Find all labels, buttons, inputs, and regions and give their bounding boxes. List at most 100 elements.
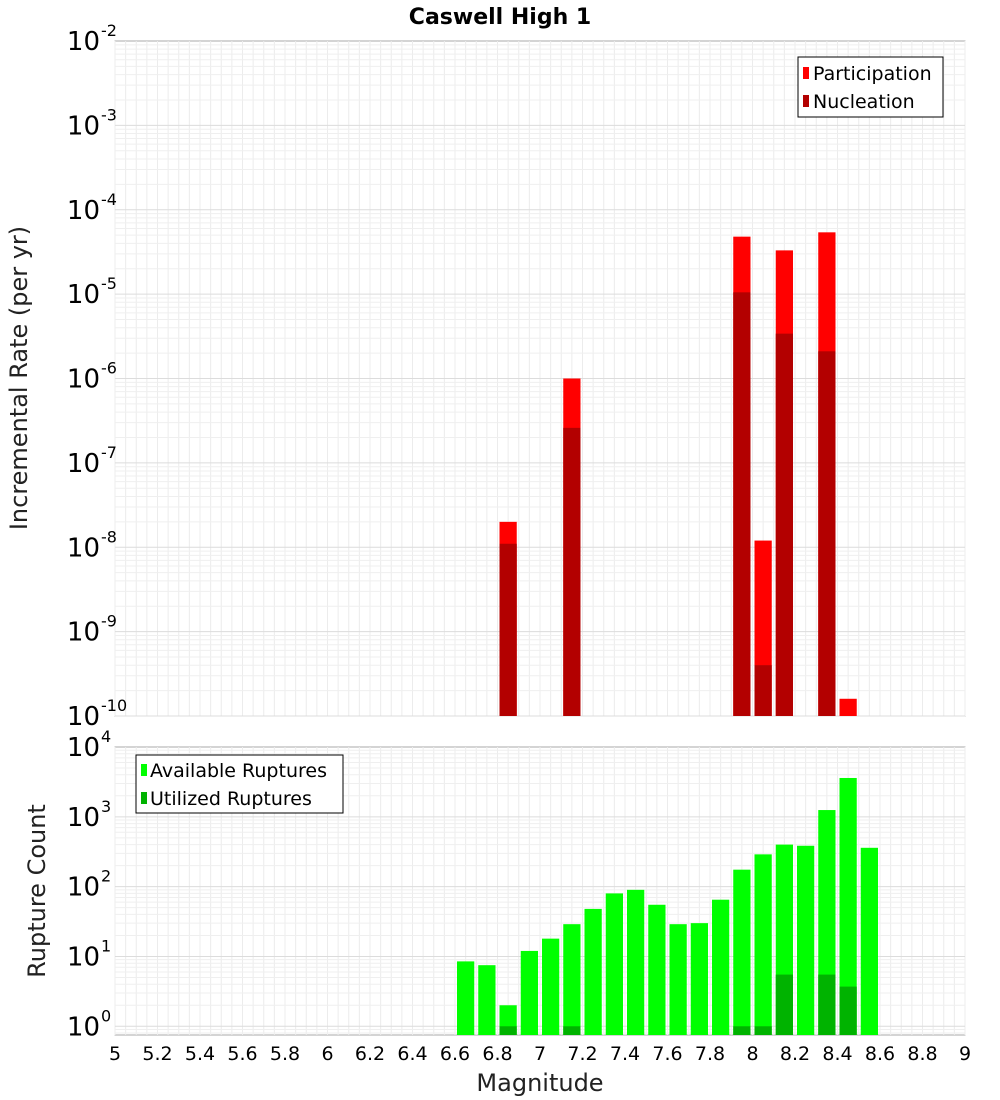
top-y-tick: 10 -5 (67, 274, 117, 310)
bottom-bar-s0 (584, 908, 602, 1035)
x-tick-label: 8.4 (822, 1043, 852, 1065)
top-legend: Participation Nucleation (797, 56, 944, 118)
top-y-tick-base: 10 (67, 280, 100, 310)
top-bar-s1 (754, 665, 772, 716)
bottom-bar-s0 (563, 924, 581, 1035)
top-bar-s0 (839, 698, 857, 716)
bottom-bar-s0 (690, 923, 708, 1035)
top-y-tick-base: 10 (67, 365, 100, 395)
bottom-y-tick: 10 4 (67, 727, 111, 763)
top-y-tick-exp: -2 (101, 21, 117, 40)
bottom-bar-s0 (648, 904, 666, 1035)
participation-legend-swatch (803, 67, 809, 79)
top-y-tick-exp: -8 (101, 527, 117, 546)
bottom-bar-s0 (712, 899, 730, 1035)
x-tick-label: 6.2 (355, 1043, 385, 1065)
participation-legend-label: Participation (813, 63, 932, 85)
top-y-tick-base: 10 (67, 618, 100, 648)
top-y-tick-base: 10 (67, 533, 100, 563)
top-y-tick: 10 -4 (67, 190, 117, 226)
top-bar-s1 (775, 333, 793, 716)
top-y-tick-base: 10 (67, 702, 100, 732)
top-y-tick-base: 10 (67, 449, 100, 479)
x-tick-label: 6.4 (397, 1043, 427, 1065)
bottom-bar-s1 (733, 1026, 751, 1035)
top-y-tick-base: 10 (67, 27, 100, 57)
utilized-legend-label: Utilized Ruptures (150, 788, 312, 810)
bottom-bar-s0 (542, 938, 560, 1035)
x-tick-label: 5.2 (142, 1043, 172, 1065)
bottom-bar-s0 (605, 893, 623, 1035)
bottom-y-tick-base: 10 (67, 873, 100, 903)
available-legend-swatch (141, 764, 147, 776)
bottom-bar-s0 (754, 854, 772, 1035)
x-tick-label: 6.6 (440, 1043, 470, 1065)
top-bar-s1 (818, 351, 836, 716)
bottom-legend: Available Ruptures Utilized Ruptures (135, 754, 344, 814)
x-tick-label: 7 (534, 1043, 546, 1065)
x-tick-label: 8.6 (865, 1043, 895, 1065)
top-y-tick-exp: -6 (101, 359, 117, 378)
top-bars (499, 232, 857, 717)
x-tick-label: 7.6 (652, 1043, 682, 1065)
x-tick-label: 5.8 (270, 1043, 300, 1065)
top-y-tick-exp: -7 (101, 443, 117, 462)
bottom-y-tick-base: 10 (67, 733, 100, 763)
x-tick-label: 6 (321, 1043, 333, 1065)
x-tick-label: 5.6 (227, 1043, 257, 1065)
top-gridlines (114, 41, 966, 717)
bottom-y-tick: 10 0 (67, 1006, 111, 1042)
x-tick-label: 8.8 (907, 1043, 937, 1065)
top-y-axis-label: Incremental Rate (per yr) (5, 226, 33, 530)
top-bar-s1 (733, 292, 751, 716)
top-y-tick-base: 10 (67, 196, 100, 226)
utilized-legend-swatch (141, 792, 147, 804)
bottom-bar-s0 (457, 961, 475, 1035)
x-tick-label: 8 (746, 1043, 758, 1065)
bottom-y-tick-exp: 3 (101, 797, 111, 816)
x-tick-label: 8.2 (780, 1043, 810, 1065)
top-y-tick: 10 -2 (67, 21, 117, 57)
top-bar-s1 (499, 543, 517, 716)
top-y-tick: 10 -3 (67, 105, 117, 141)
bottom-y-tick-exp: 1 (101, 936, 111, 955)
bottom-bar-s1 (754, 1026, 772, 1035)
bottom-y-tick-base: 10 (67, 942, 100, 972)
x-tick-label: 7.2 (567, 1043, 597, 1065)
x-tick-label: 5 (109, 1043, 121, 1065)
bottom-y-tick: 10 1 (67, 936, 111, 972)
top-y-tick-exp: -3 (101, 105, 117, 124)
top-y-tick-exp: -10 (101, 696, 127, 715)
bottom-bars (457, 777, 878, 1035)
bottom-bar-s0 (627, 889, 645, 1035)
top-y-tick: 10 -8 (67, 527, 117, 563)
bottom-bar-s1 (839, 986, 857, 1035)
chart-title: Caswell High 1 (409, 5, 591, 30)
top-y-tick-exp: -9 (101, 612, 117, 631)
top-y-tick: 10 -9 (67, 612, 117, 648)
top-y-tick-base: 10 (67, 111, 100, 141)
top-y-tick: 10 -6 (67, 359, 117, 395)
bottom-y-tick: 10 2 (67, 867, 111, 903)
bottom-bar-s1 (563, 1026, 581, 1035)
bottom-bar-s0 (478, 965, 496, 1035)
x-tick-label: 7.8 (695, 1043, 725, 1065)
nucleation-legend-label: Nucleation (813, 91, 915, 113)
bottom-y-tick-exp: 2 (101, 867, 111, 886)
x-tick-label: 7.4 (610, 1043, 640, 1065)
top-y-tick-exp: -5 (101, 274, 117, 293)
bottom-bar-s0 (839, 777, 857, 1035)
bottom-y-tick-exp: 0 (101, 1006, 111, 1025)
bottom-bar-s0 (733, 869, 751, 1035)
bottom-bar-s1 (818, 974, 836, 1035)
top-legend-box (797, 56, 944, 118)
top-y-tick-exp: -4 (101, 190, 117, 209)
x-tick-label: 5.4 (185, 1043, 215, 1065)
bottom-y-tick-base: 10 (67, 803, 100, 833)
nucleation-legend-swatch (803, 95, 809, 107)
bottom-y-axis-label: Rupture Count (23, 804, 51, 978)
top-y-tick: 10 -10 (67, 696, 127, 732)
